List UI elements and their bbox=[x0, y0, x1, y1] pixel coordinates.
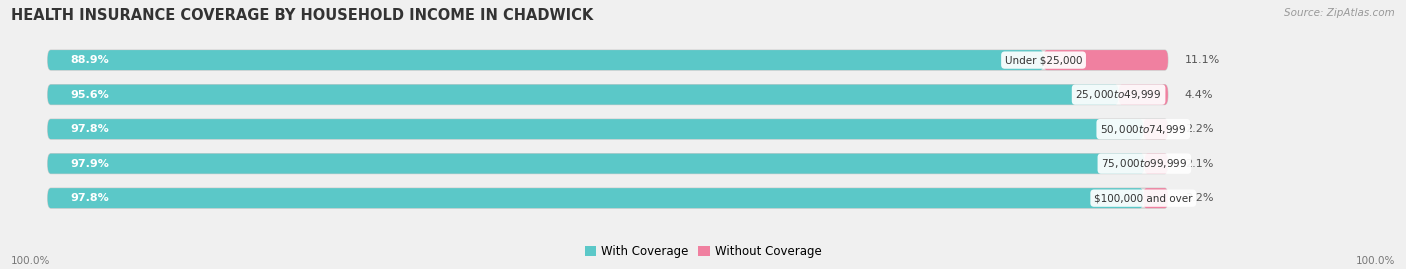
Text: 97.8%: 97.8% bbox=[70, 124, 108, 134]
Text: 2.1%: 2.1% bbox=[1185, 159, 1213, 169]
Text: 11.1%: 11.1% bbox=[1185, 55, 1220, 65]
FancyBboxPatch shape bbox=[1043, 50, 1168, 70]
Text: 88.9%: 88.9% bbox=[70, 55, 108, 65]
Text: 2.2%: 2.2% bbox=[1185, 193, 1213, 203]
FancyBboxPatch shape bbox=[48, 84, 1168, 105]
Text: Source: ZipAtlas.com: Source: ZipAtlas.com bbox=[1284, 8, 1395, 18]
Text: 97.9%: 97.9% bbox=[70, 159, 108, 169]
Text: 100.0%: 100.0% bbox=[1355, 256, 1395, 266]
FancyBboxPatch shape bbox=[48, 119, 1143, 139]
Text: 95.6%: 95.6% bbox=[70, 90, 108, 100]
Text: $75,000 to $99,999: $75,000 to $99,999 bbox=[1101, 157, 1188, 170]
Legend: With Coverage, Without Coverage: With Coverage, Without Coverage bbox=[579, 241, 827, 263]
FancyBboxPatch shape bbox=[1143, 188, 1168, 208]
Text: 2.2%: 2.2% bbox=[1185, 124, 1213, 134]
FancyBboxPatch shape bbox=[48, 154, 1144, 174]
FancyBboxPatch shape bbox=[48, 188, 1168, 208]
FancyBboxPatch shape bbox=[48, 50, 1168, 70]
FancyBboxPatch shape bbox=[48, 154, 1168, 174]
Text: $50,000 to $74,999: $50,000 to $74,999 bbox=[1099, 123, 1187, 136]
FancyBboxPatch shape bbox=[1143, 119, 1168, 139]
FancyBboxPatch shape bbox=[1119, 84, 1168, 105]
Text: 4.4%: 4.4% bbox=[1185, 90, 1213, 100]
Text: Under $25,000: Under $25,000 bbox=[1005, 55, 1083, 65]
Text: $25,000 to $49,999: $25,000 to $49,999 bbox=[1076, 88, 1161, 101]
Text: HEALTH INSURANCE COVERAGE BY HOUSEHOLD INCOME IN CHADWICK: HEALTH INSURANCE COVERAGE BY HOUSEHOLD I… bbox=[11, 8, 593, 23]
FancyBboxPatch shape bbox=[48, 84, 1119, 105]
Text: $100,000 and over: $100,000 and over bbox=[1094, 193, 1192, 203]
FancyBboxPatch shape bbox=[48, 119, 1168, 139]
Text: 97.8%: 97.8% bbox=[70, 193, 108, 203]
FancyBboxPatch shape bbox=[1144, 154, 1168, 174]
FancyBboxPatch shape bbox=[48, 50, 1043, 70]
FancyBboxPatch shape bbox=[48, 188, 1143, 208]
Text: 100.0%: 100.0% bbox=[11, 256, 51, 266]
